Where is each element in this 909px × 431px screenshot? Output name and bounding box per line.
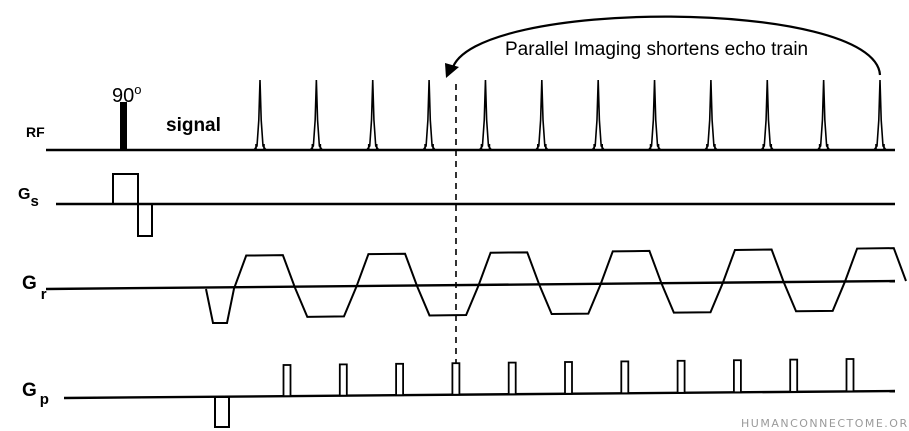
flip-angle-label: 90o xyxy=(112,82,141,107)
annotation-arrowhead xyxy=(445,63,459,78)
gr-label: Gr xyxy=(22,273,47,303)
gp-baseline xyxy=(63,389,896,400)
echo-signal xyxy=(366,79,380,151)
gp-phase-blips xyxy=(282,358,855,398)
watermark-text: HUMANCONNECTOME.ORG xyxy=(741,417,909,430)
annotation-text: Parallel Imaging shortens echo train xyxy=(505,39,808,60)
echo-signal xyxy=(816,79,831,151)
echo-signal xyxy=(873,79,887,151)
gp-blip xyxy=(733,359,742,394)
gp-blip xyxy=(282,364,292,398)
gp-blip xyxy=(564,361,573,395)
signal-label: signal xyxy=(166,115,221,136)
gp-blip xyxy=(789,358,799,393)
gp-blip xyxy=(338,363,348,397)
watermark-box xyxy=(735,413,909,431)
echo-signal xyxy=(591,79,605,151)
echo-signal xyxy=(647,79,662,151)
gr-readout-gradient xyxy=(205,247,907,324)
gp-blip xyxy=(845,358,855,393)
echo-signal xyxy=(760,79,774,151)
annotation-arrow xyxy=(450,15,882,76)
echo-signal xyxy=(422,79,436,151)
gp-blip xyxy=(620,360,630,395)
echo-signals xyxy=(253,79,887,151)
echo-signal xyxy=(535,79,549,151)
echo-signal xyxy=(253,79,267,151)
gs-label: Gs xyxy=(18,186,39,210)
gp-blip xyxy=(451,362,461,396)
gp-blip xyxy=(507,361,517,396)
gp-prephaser xyxy=(214,396,230,428)
rf-label: RF xyxy=(26,124,45,140)
gp-blip xyxy=(676,359,686,394)
gp-blip xyxy=(395,362,405,397)
echo-signal xyxy=(478,79,493,151)
echo-signal xyxy=(704,79,718,151)
echo-signal xyxy=(309,79,324,151)
rf-90-pulse xyxy=(120,102,127,150)
gs-slice-select-gradient xyxy=(112,173,153,237)
gr-baseline xyxy=(45,279,896,291)
